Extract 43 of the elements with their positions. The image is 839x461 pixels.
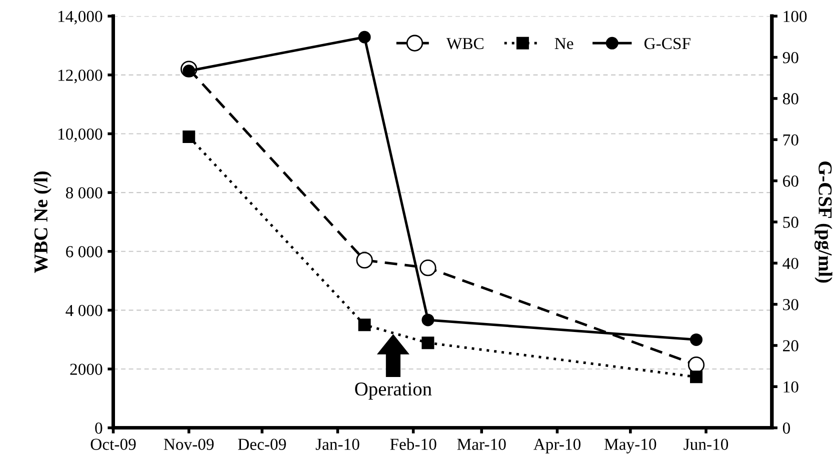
- point: [358, 318, 371, 332]
- point: [422, 314, 434, 326]
- legend-label: WBC: [446, 38, 484, 50]
- y-tick-label: 14,000: [58, 10, 102, 24]
- y2-tick-label: 70: [783, 134, 798, 146]
- y2-tick-label: 10: [784, 381, 798, 393]
- point: [690, 333, 703, 346]
- x-tick-label: Jan-10: [316, 438, 360, 450]
- y-tick-label: 6 000: [66, 246, 102, 258]
- y-axis-title: WBC Ne (/l): [34, 172, 52, 273]
- y-tick-label: 8 000: [66, 187, 102, 199]
- y-tick-label: 4 000: [66, 304, 102, 316]
- annotation: Operation: [355, 382, 432, 400]
- y-tick-label: 0: [95, 422, 102, 434]
- y2-tick-label: 90: [782, 52, 798, 64]
- point: [356, 252, 373, 269]
- legend-label: Ne: [554, 38, 574, 50]
- y2-axis-title: G-CSF (pg/ml): [814, 161, 832, 283]
- y2-tick-label: 80: [782, 93, 798, 104]
- y2-tick-label: 60: [783, 176, 798, 187]
- x-tick-label: May-10: [604, 438, 656, 454]
- point: [690, 370, 703, 384]
- y2-tick-label: 50: [783, 216, 798, 228]
- y2-tick-label: 100: [784, 10, 807, 22]
- y2-tick-label: 20: [783, 340, 798, 352]
- legend-label: G-CSF: [644, 38, 690, 50]
- x-tick-label: Oct-09: [90, 438, 136, 450]
- x-tick-label: Apr-10: [533, 438, 580, 454]
- y2-tick-label: 0: [782, 422, 790, 434]
- x-tick-label: Mar-10: [457, 438, 506, 450]
- point: [422, 336, 434, 350]
- y2-tick-label: 40: [782, 258, 798, 270]
- point: [182, 130, 196, 143]
- x-tick-label: Dec-09: [238, 438, 286, 450]
- x-tick-label: Feb-10: [390, 438, 436, 450]
- y-tick-label: 10,000: [58, 128, 102, 142]
- x-tick-label: Jun-10: [684, 438, 728, 450]
- y-tick-label: 12,000: [58, 70, 102, 84]
- y2-tick-label: 30: [783, 299, 798, 310]
- point: [420, 260, 436, 276]
- y-tick-label: 2000: [70, 364, 102, 375]
- point: [358, 30, 371, 44]
- x-tick-label: Nov-09: [164, 438, 214, 450]
